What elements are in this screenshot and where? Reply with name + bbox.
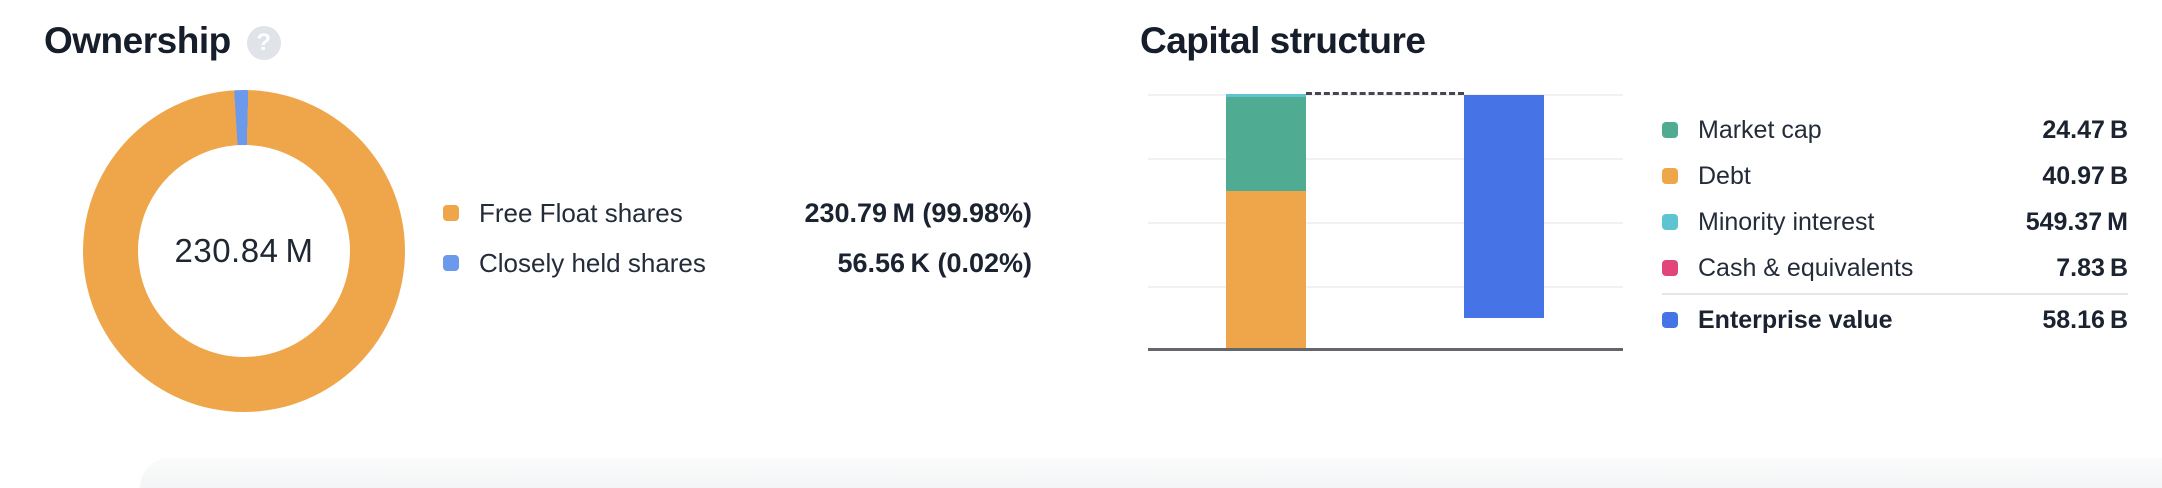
legend-label: Enterprise value — [1698, 305, 1893, 334]
ev-connector-line — [1306, 92, 1464, 96]
minority-interest-swatch-icon — [1662, 214, 1678, 230]
x-axis-baseline — [1148, 348, 1623, 351]
legend-item-free-float[interactable]: Free Float shares 230.79 M (99.98%) — [443, 188, 1032, 238]
legend-value: 24.47 B — [2042, 115, 2128, 144]
capital-structure-chart[interactable] — [1148, 86, 1623, 354]
ownership-donut-chart[interactable]: 230.84 M — [83, 90, 405, 412]
legend-value: 58.16 B — [2042, 305, 2128, 334]
segment-debt[interactable] — [1226, 190, 1306, 348]
ownership-legend: Free Float shares 230.79 M (99.98%) Clos… — [443, 188, 1032, 288]
legend-label: Minority interest — [1698, 207, 1875, 236]
gridline — [1148, 222, 1623, 224]
legend-label: Debt — [1698, 161, 1751, 190]
capital-structure-title: Capital structure — [1140, 20, 1426, 61]
legend-label: Closely held shares — [479, 247, 706, 278]
capital-structure-header: Capital structure — [1140, 20, 1426, 62]
donut-total-shares: 230.84 M — [174, 232, 314, 269]
gridline — [1148, 286, 1623, 288]
legend-value: 40.97 B — [2042, 161, 2128, 190]
legend-item-enterprise-value[interactable]: Enterprise value 58.16 B — [1662, 297, 2128, 343]
capital-structure-legend: Market cap 24.47 B Debt 40.97 B Minority… — [1662, 107, 2128, 343]
debt-swatch-icon — [1662, 168, 1678, 184]
legend-item-closely-held[interactable]: Closely held shares 56.56 K (0.02%) — [443, 238, 1032, 288]
closely-held-swatch-icon — [443, 255, 459, 271]
legend-item-market-cap[interactable]: Market cap 24.47 B — [1662, 107, 2128, 153]
legend-value: 549.37 M — [2025, 207, 2128, 236]
ownership-title: Ownership — [44, 20, 231, 61]
gridline — [1148, 158, 1623, 160]
donut-hole — [138, 145, 350, 357]
segment-minority-interest[interactable] — [1226, 94, 1306, 98]
legend-value: 7.83 B — [2056, 253, 2128, 282]
legend-value: 56.56 K (0.02%) — [837, 247, 1032, 278]
cash-equivalents-swatch-icon — [1662, 260, 1678, 276]
legend-label: Market cap — [1698, 115, 1822, 144]
legend-label: Cash & equivalents — [1698, 253, 1914, 282]
legend-value: 230.79 M (99.98%) — [804, 197, 1032, 228]
bar-enterprise-value[interactable] — [1464, 94, 1544, 318]
market-cap-swatch-icon — [1662, 122, 1678, 138]
legend-item-minority-interest[interactable]: Minority interest 549.37 M — [1662, 199, 2128, 245]
ownership-header: Ownership ? — [44, 20, 281, 62]
next-section-background — [140, 458, 2162, 488]
help-icon[interactable]: ? — [246, 25, 281, 60]
segment-market-cap[interactable] — [1226, 97, 1306, 191]
legend-item-debt[interactable]: Debt 40.97 B — [1662, 153, 2128, 199]
legend-item-cash-equivalents[interactable]: Cash & equivalents 7.83 B — [1662, 245, 2128, 291]
enterprise-value-swatch-icon — [1662, 312, 1678, 328]
free-float-swatch-icon — [443, 205, 459, 221]
legend-label: Free Float shares — [479, 197, 683, 228]
legend-divider — [1662, 293, 2128, 295]
